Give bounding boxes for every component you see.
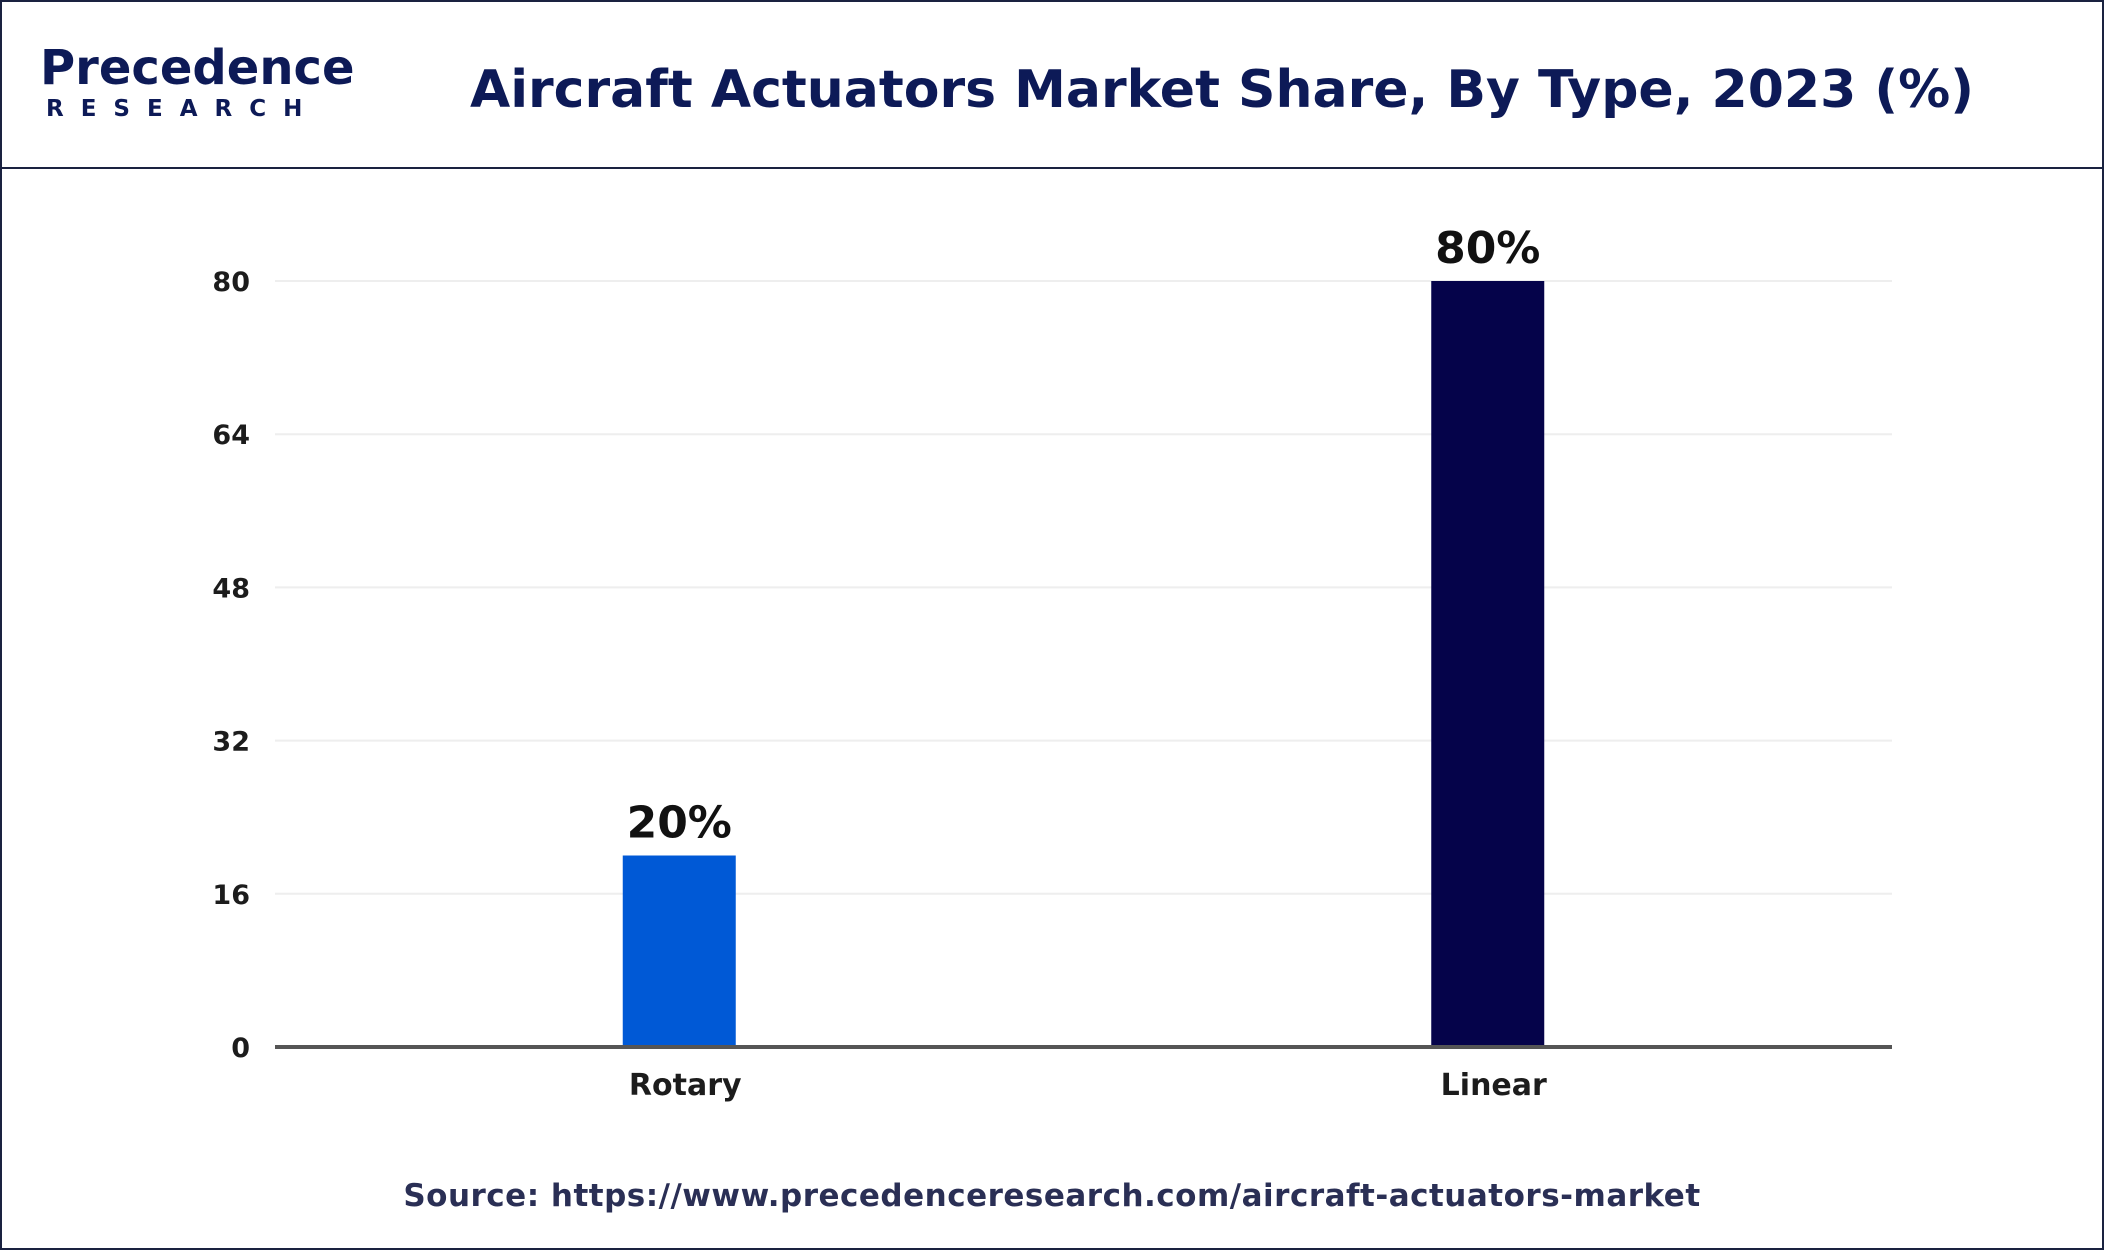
y-tick-label: 80 <box>212 267 250 298</box>
x-tick-label: Linear <box>1441 1068 1547 1103</box>
source-note: Source: https://www.precedenceresearch.c… <box>403 1178 1701 1214</box>
x-tick-label: Rotary <box>629 1068 742 1103</box>
data-label: 80% <box>1435 223 1540 274</box>
bar-rotary <box>622 855 736 1047</box>
logo-subtitle: RESEARCH <box>46 96 320 122</box>
chart-header: Precedence RESEARCH Aircraft Actuators M… <box>2 2 2102 169</box>
y-tick-label: 0 <box>231 1033 250 1064</box>
bar-linear <box>1431 281 1545 1047</box>
y-tick-label: 32 <box>212 727 250 758</box>
brand-logo: Precedence RESEARCH <box>40 40 355 130</box>
y-tick-label: 64 <box>212 420 250 451</box>
y-tick-label: 16 <box>212 880 250 911</box>
logo-wordmark: Precedence <box>40 40 355 96</box>
y-tick-label: 48 <box>212 573 250 604</box>
data-label: 20% <box>627 798 732 849</box>
chart-title: Aircraft Actuators Market Share, By Type… <box>469 60 1975 120</box>
